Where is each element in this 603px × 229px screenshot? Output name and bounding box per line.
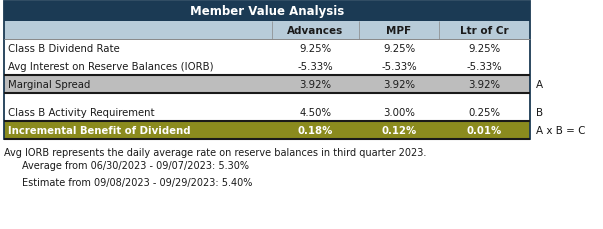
Text: Marginal Spread: Marginal Spread [8, 80, 90, 90]
Text: 3.00%: 3.00% [383, 108, 415, 117]
Text: MPF: MPF [387, 26, 412, 36]
Text: A x B = C: A x B = C [536, 125, 586, 135]
Text: 0.25%: 0.25% [469, 108, 500, 117]
Text: 3.92%: 3.92% [469, 80, 500, 90]
Bar [4, 76, 530, 94]
Text: 9.25%: 9.25% [300, 44, 332, 54]
Text: 0.01%: 0.01% [467, 125, 502, 135]
Text: Estimate from 09/08/2023 - 09/29/2023: 5.40%: Estimate from 09/08/2023 - 09/29/2023: 5… [22, 177, 253, 187]
Text: -5.33%: -5.33% [298, 62, 333, 72]
Bar [4, 40, 530, 58]
Text: Avg IORB represents the daily average rate on reserve balances in third quarter : Avg IORB represents the daily average ra… [4, 147, 426, 157]
Text: -5.33%: -5.33% [381, 62, 417, 72]
Text: -5.33%: -5.33% [467, 62, 502, 72]
Bar [4, 22, 530, 40]
Text: Incremental Benefit of Dividend: Incremental Benefit of Dividend [8, 125, 191, 135]
Text: 9.25%: 9.25% [383, 44, 415, 54]
Text: 9.25%: 9.25% [469, 44, 500, 54]
Text: Member Value Analysis: Member Value Analysis [190, 5, 344, 18]
Text: Avg Interest on Reserve Balances (IORB): Avg Interest on Reserve Balances (IORB) [8, 62, 213, 72]
Bar [4, 121, 530, 139]
Text: Average from 06/30/2023 - 09/07/2023: 5.30%: Average from 06/30/2023 - 09/07/2023: 5.… [22, 160, 249, 170]
Text: Advances: Advances [288, 26, 344, 36]
Bar [4, 104, 530, 121]
Text: Class B Dividend Rate: Class B Dividend Rate [8, 44, 120, 54]
Bar [4, 94, 530, 104]
Text: 3.92%: 3.92% [300, 80, 332, 90]
Text: 3.92%: 3.92% [383, 80, 415, 90]
Text: 4.50%: 4.50% [300, 108, 332, 117]
Bar [4, 2, 530, 22]
Text: 0.18%: 0.18% [298, 125, 333, 135]
Bar [4, 58, 530, 76]
Text: B: B [536, 108, 543, 117]
Text: Ltr of Cr: Ltr of Cr [460, 26, 509, 36]
Bar [4, 2, 530, 139]
Text: A: A [536, 80, 543, 90]
Text: 0.12%: 0.12% [381, 125, 417, 135]
Text: Class B Activity Requirement: Class B Activity Requirement [8, 108, 154, 117]
